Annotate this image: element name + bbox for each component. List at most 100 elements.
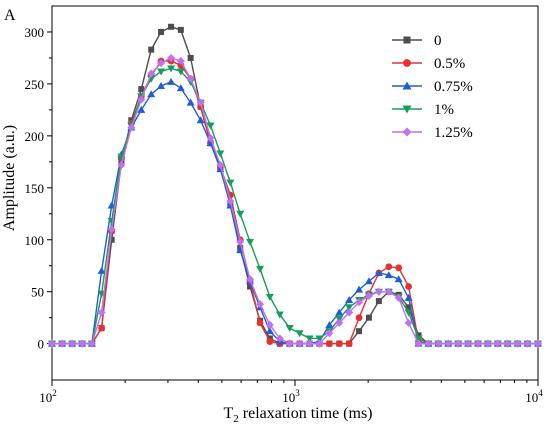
data-point: [107, 225, 116, 234]
data-point: [404, 293, 413, 301]
data-point: [186, 98, 195, 106]
data-point: [265, 327, 274, 335]
x-tick-label: 102: [39, 388, 57, 405]
series-line: [51, 67, 538, 345]
data-point: [385, 263, 393, 271]
data-point: [158, 28, 165, 35]
data-point: [256, 319, 264, 327]
data-point: [325, 340, 333, 348]
data-point: [206, 122, 215, 130]
data-point: [176, 68, 185, 76]
data-point: [168, 23, 175, 30]
data-point: [374, 268, 383, 276]
data-point: [275, 311, 284, 319]
data-point: [523, 339, 532, 348]
data-point: [305, 339, 314, 348]
data-point: [285, 325, 294, 333]
data-point: [108, 236, 115, 243]
data-point: [196, 98, 205, 107]
data-point: [434, 339, 443, 348]
data-point: [403, 59, 411, 67]
data-point: [196, 116, 205, 124]
data-point: [138, 86, 145, 93]
data-point: [265, 320, 274, 329]
data-point: [473, 339, 482, 348]
data-point: [78, 339, 87, 348]
data-point: [186, 74, 195, 83]
data-point: [157, 68, 166, 76]
data-point: [256, 265, 265, 273]
series-0p5pct: [48, 57, 542, 348]
data-point: [167, 53, 176, 62]
data-point: [394, 275, 403, 283]
legend-item: 1%: [392, 102, 454, 118]
data-point: [246, 275, 255, 284]
data-point: [157, 81, 166, 89]
data-point: [345, 308, 354, 317]
data-point: [355, 314, 363, 322]
series-line: [51, 26, 538, 345]
data-point: [464, 339, 473, 348]
data-point: [167, 77, 176, 85]
data-point: [216, 160, 225, 169]
data-point: [275, 334, 284, 343]
data-point: [87, 339, 96, 348]
data-point: [246, 238, 255, 246]
series-1pct: [48, 65, 542, 348]
legend-label: 0.5%: [434, 56, 465, 72]
panel-label: A: [4, 7, 16, 24]
data-point: [415, 332, 422, 339]
data-point: [265, 293, 274, 301]
data-point: [364, 277, 373, 285]
data-point: [402, 105, 412, 114]
y-tick-label: 100: [25, 233, 45, 248]
data-point: [216, 150, 225, 158]
series-0p75pct: [48, 77, 542, 347]
data-point: [404, 309, 413, 317]
data-point: [503, 339, 512, 348]
data-point: [403, 36, 411, 44]
data-point: [157, 59, 166, 68]
data-point: [395, 264, 403, 272]
legend-item: 0: [392, 33, 442, 49]
data-point: [137, 105, 146, 113]
data-point: [335, 308, 344, 316]
y-tick-label: 250: [25, 77, 45, 92]
y-tick-label: 300: [25, 25, 45, 40]
data-point: [266, 338, 274, 345]
data-point: [295, 330, 304, 338]
data-point: [405, 304, 412, 311]
series-line: [51, 60, 538, 345]
data-point: [236, 210, 245, 218]
series-0: [49, 23, 541, 347]
data-point: [176, 57, 185, 66]
data-point: [513, 339, 522, 348]
data-point: [98, 324, 106, 332]
data-point: [454, 339, 463, 348]
legend-label: 0.75%: [434, 79, 473, 95]
y-tick-label: 0: [38, 337, 45, 352]
data-point: [176, 84, 185, 92]
data-point: [315, 335, 324, 343]
data-point: [97, 308, 106, 317]
y-tick-label: 50: [31, 285, 44, 300]
data-point: [483, 339, 492, 348]
data-point: [534, 339, 542, 348]
data-point: [295, 339, 304, 348]
data-point: [384, 287, 393, 296]
x-axis-label: T2 relaxation time (ms): [223, 405, 372, 425]
data-point: [345, 304, 354, 312]
legend-label: 1.25%: [434, 125, 473, 141]
data-point: [137, 95, 146, 104]
data-point: [236, 237, 245, 246]
data-point: [414, 339, 423, 348]
series-layer: [48, 23, 542, 348]
x-axis-label-prefix: T: [223, 405, 233, 422]
legend-label: 0: [434, 33, 442, 49]
data-point: [226, 179, 235, 187]
data-point: [325, 320, 334, 328]
data-point: [127, 123, 136, 132]
data-point: [206, 133, 215, 142]
data-point: [68, 339, 77, 348]
